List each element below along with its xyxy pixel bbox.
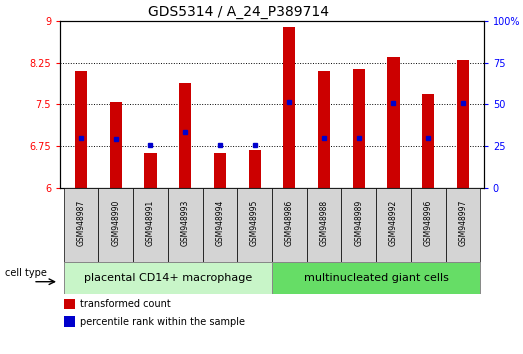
- Bar: [272, 188, 306, 262]
- Text: GSM948989: GSM948989: [354, 200, 363, 246]
- Bar: [110, 102, 122, 188]
- Bar: [98, 188, 133, 262]
- Bar: [353, 69, 365, 188]
- Text: GSM948987: GSM948987: [76, 200, 85, 246]
- Bar: [272, 262, 480, 294]
- Bar: [64, 316, 75, 327]
- Bar: [64, 188, 98, 262]
- Text: GSM948990: GSM948990: [111, 200, 120, 246]
- Bar: [75, 71, 87, 188]
- Title: GDS5314 / A_24_P389714: GDS5314 / A_24_P389714: [147, 5, 328, 19]
- Bar: [411, 188, 446, 262]
- Text: multinucleated giant cells: multinucleated giant cells: [304, 273, 449, 283]
- Text: GSM948988: GSM948988: [320, 200, 328, 246]
- Bar: [168, 188, 202, 262]
- Bar: [376, 188, 411, 262]
- Text: GSM948996: GSM948996: [424, 200, 433, 246]
- Text: GSM948994: GSM948994: [215, 200, 224, 246]
- Bar: [306, 188, 342, 262]
- Bar: [214, 153, 226, 188]
- Bar: [283, 27, 295, 188]
- Bar: [64, 262, 272, 294]
- Bar: [318, 71, 330, 188]
- Text: transformed count: transformed count: [81, 299, 171, 309]
- Bar: [342, 188, 376, 262]
- Text: GSM948997: GSM948997: [459, 200, 468, 246]
- Text: placental CD14+ macrophage: placental CD14+ macrophage: [84, 273, 252, 283]
- Bar: [457, 60, 469, 188]
- Text: GSM948993: GSM948993: [180, 200, 190, 246]
- Bar: [64, 299, 75, 309]
- Bar: [202, 188, 237, 262]
- Bar: [133, 188, 168, 262]
- Text: cell type: cell type: [5, 268, 47, 278]
- Text: GSM948986: GSM948986: [285, 200, 294, 246]
- Text: percentile rank within the sample: percentile rank within the sample: [81, 317, 245, 327]
- Bar: [422, 95, 434, 188]
- Bar: [144, 153, 156, 188]
- Bar: [248, 150, 260, 188]
- Text: GSM948991: GSM948991: [146, 200, 155, 246]
- Text: GSM948995: GSM948995: [250, 200, 259, 246]
- Bar: [388, 57, 400, 188]
- Bar: [237, 188, 272, 262]
- Text: GSM948992: GSM948992: [389, 200, 398, 246]
- Bar: [179, 83, 191, 188]
- Bar: [446, 188, 480, 262]
